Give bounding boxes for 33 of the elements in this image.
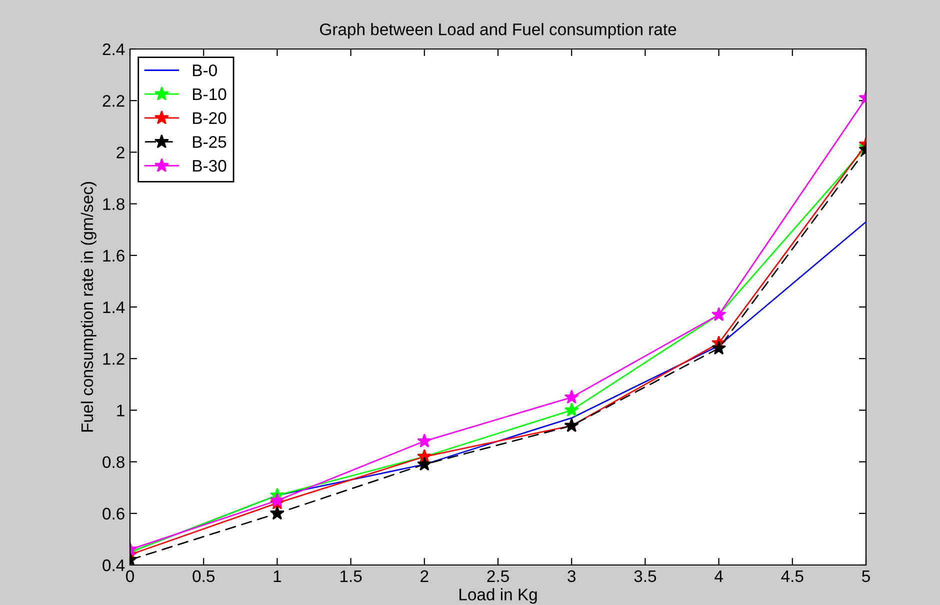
legend-label: B-30: [193, 160, 226, 172]
x-axis-title: Load in Kg: [460, 588, 537, 604]
chart-title: Graph between Load and Fuel consumption rate: [320, 23, 676, 39]
y-tick-label: 1.6: [103, 250, 124, 262]
legend-label: B-10: [193, 88, 226, 100]
y-tick-label: 0.4: [102, 559, 125, 572]
y-tick-label: 1.4: [103, 302, 125, 314]
y-tick-label: 0.8: [102, 456, 124, 468]
y-tick-label: 1: [117, 404, 124, 416]
y-tick-label: 1.2: [103, 353, 124, 365]
y-tick-label: 1.8: [103, 198, 124, 210]
point: [417, 434, 432, 448]
x-tick-label: 3: [568, 570, 576, 582]
x-tick-label: 1: [274, 570, 282, 582]
x-tick-label: 3.5: [634, 570, 656, 582]
y-tick-label: 0.6: [102, 508, 124, 520]
legend-label: B-25: [193, 136, 226, 148]
x-tick-label: 1.5: [340, 570, 362, 582]
point: [564, 390, 579, 404]
y-tick-label: 2: [116, 146, 124, 158]
x-tick-label: 0: [126, 570, 134, 582]
x-tick-label: 2: [420, 570, 428, 582]
x-tick-label: 4: [714, 570, 723, 582]
x-tick-label: 2.5: [487, 570, 509, 582]
x-tick-label: 5: [862, 570, 870, 582]
x-tick-label: 4.5: [781, 570, 804, 582]
y-tick-label: 2.4: [102, 43, 125, 56]
legend-label: B-20: [193, 112, 226, 124]
x-tick-label: 0.5: [192, 570, 214, 582]
point: [417, 456, 432, 471]
legend-label: B-0: [193, 64, 217, 76]
y-axis-title: Fuel consumption rate in (gm/sec): [80, 182, 96, 432]
y-tick-label: 2.2: [102, 95, 124, 107]
